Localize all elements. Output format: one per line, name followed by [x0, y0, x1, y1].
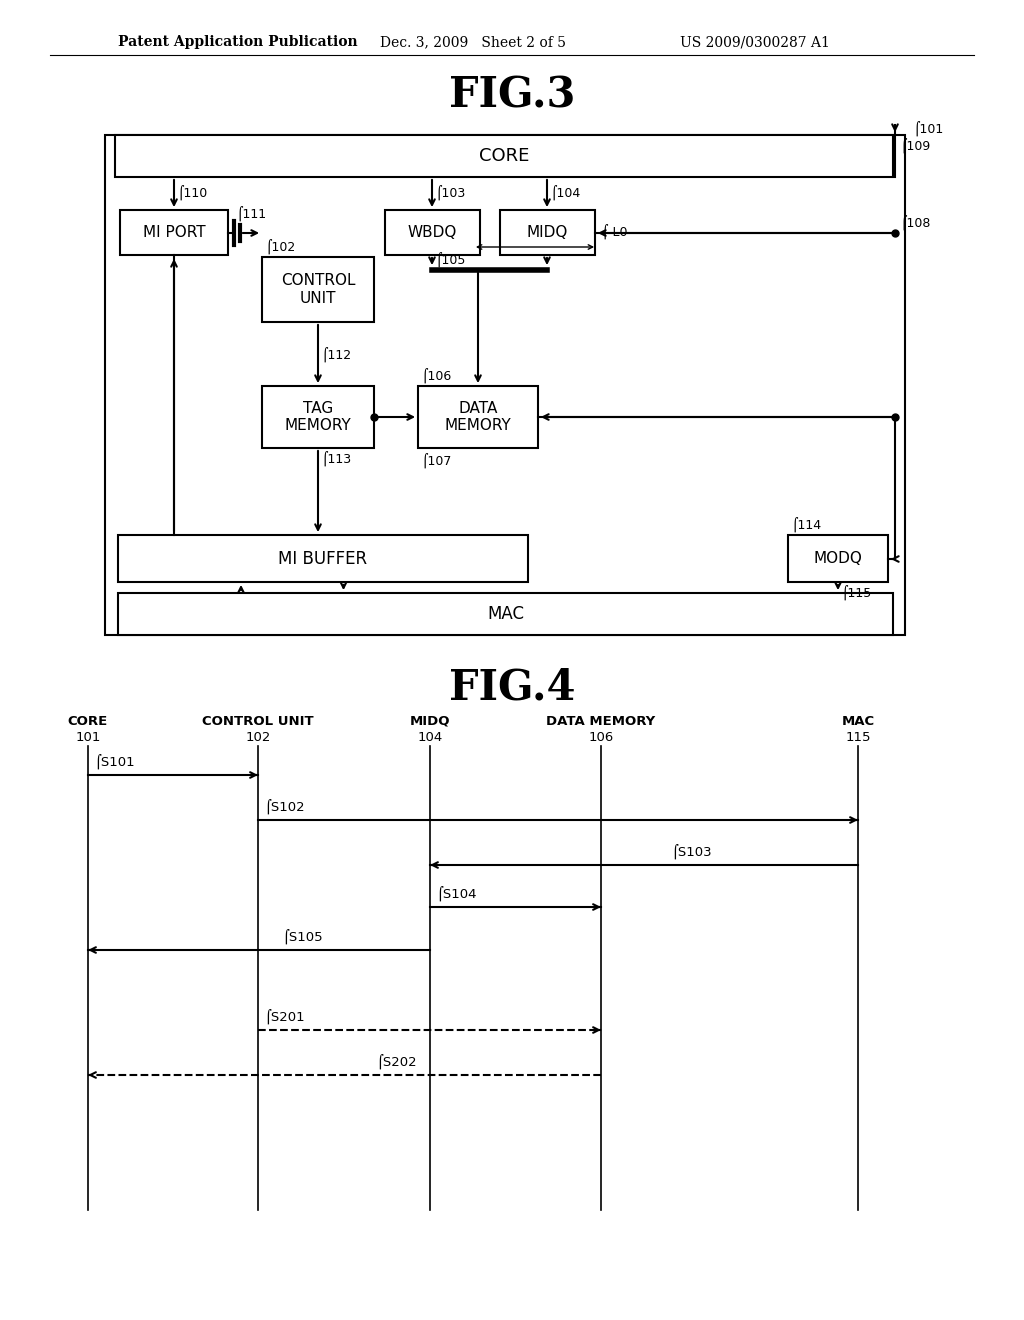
Text: TAG
MEMORY: TAG MEMORY [285, 401, 351, 433]
Text: 106: 106 [589, 731, 613, 744]
Text: FIG.4: FIG.4 [449, 667, 575, 709]
Text: ⌠S102: ⌠S102 [264, 799, 304, 814]
Text: DATA MEMORY: DATA MEMORY [547, 715, 655, 729]
Bar [120, 210, 228, 255]
Text: ⌠113: ⌠113 [321, 451, 351, 466]
Text: MODQ: MODQ [813, 550, 862, 566]
Text: ⌠111: ⌠111 [236, 206, 266, 220]
Text: ⌠102: ⌠102 [265, 239, 295, 253]
Text: MI BUFFER: MI BUFFER [279, 549, 368, 568]
Text: FIG.3: FIG.3 [449, 74, 575, 116]
Text: ⌠105: ⌠105 [435, 252, 465, 267]
Text: ⌠108: ⌠108 [900, 215, 931, 230]
Bar [385, 210, 480, 255]
Text: 115: 115 [845, 731, 870, 744]
Text: MIDQ: MIDQ [410, 715, 451, 729]
Text: ⌠106: ⌠106 [421, 367, 452, 383]
Text: US 2009/0300287 A1: US 2009/0300287 A1 [680, 36, 829, 49]
Bar [118, 593, 893, 635]
Text: Patent Application Publication: Patent Application Publication [118, 36, 357, 49]
Text: ⌠S105: ⌠S105 [282, 928, 323, 944]
Text: CORE: CORE [479, 147, 529, 165]
Text: MAC: MAC [842, 715, 874, 729]
Text: ⌠101: ⌠101 [913, 120, 943, 136]
Text: ⌠112: ⌠112 [321, 346, 351, 362]
Bar [105, 135, 905, 635]
Bar [118, 535, 528, 582]
Text: ⌠115: ⌠115 [841, 585, 871, 601]
Text: ⌠107: ⌠107 [421, 453, 452, 469]
Bar [115, 135, 893, 177]
Text: ⌠104: ⌠104 [550, 185, 581, 201]
Bar [500, 210, 595, 255]
Text: CONTROL
UNIT: CONTROL UNIT [281, 273, 355, 306]
Text: Dec. 3, 2009   Sheet 2 of 5: Dec. 3, 2009 Sheet 2 of 5 [380, 36, 566, 49]
Text: 101: 101 [76, 731, 100, 744]
Text: ⌠103: ⌠103 [435, 185, 465, 201]
Text: ⌠S104: ⌠S104 [436, 886, 476, 902]
Text: MIDQ: MIDQ [526, 224, 568, 240]
Text: CORE: CORE [68, 715, 109, 729]
Text: ⌠109: ⌠109 [900, 137, 930, 153]
Text: CONTROL UNIT: CONTROL UNIT [202, 715, 313, 729]
Text: 104: 104 [418, 731, 442, 744]
Text: ⌠S202: ⌠S202 [376, 1053, 417, 1069]
Text: MAC: MAC [487, 605, 524, 623]
Text: ⌠S103: ⌠S103 [672, 843, 712, 859]
Bar [418, 385, 538, 447]
Text: DATA
MEMORY: DATA MEMORY [444, 401, 511, 433]
Text: MI PORT: MI PORT [142, 224, 206, 240]
Bar [262, 385, 374, 447]
Text: ⌠ L0: ⌠ L0 [602, 223, 628, 239]
Text: ⌠114: ⌠114 [791, 516, 821, 532]
Text: WBDQ: WBDQ [408, 224, 457, 240]
Bar [788, 535, 888, 582]
Text: 102: 102 [246, 731, 270, 744]
Text: ⌠110: ⌠110 [177, 185, 207, 201]
Text: ⌠S101: ⌠S101 [94, 754, 134, 770]
Bar [262, 257, 374, 322]
Text: ⌠S201: ⌠S201 [264, 1008, 304, 1024]
